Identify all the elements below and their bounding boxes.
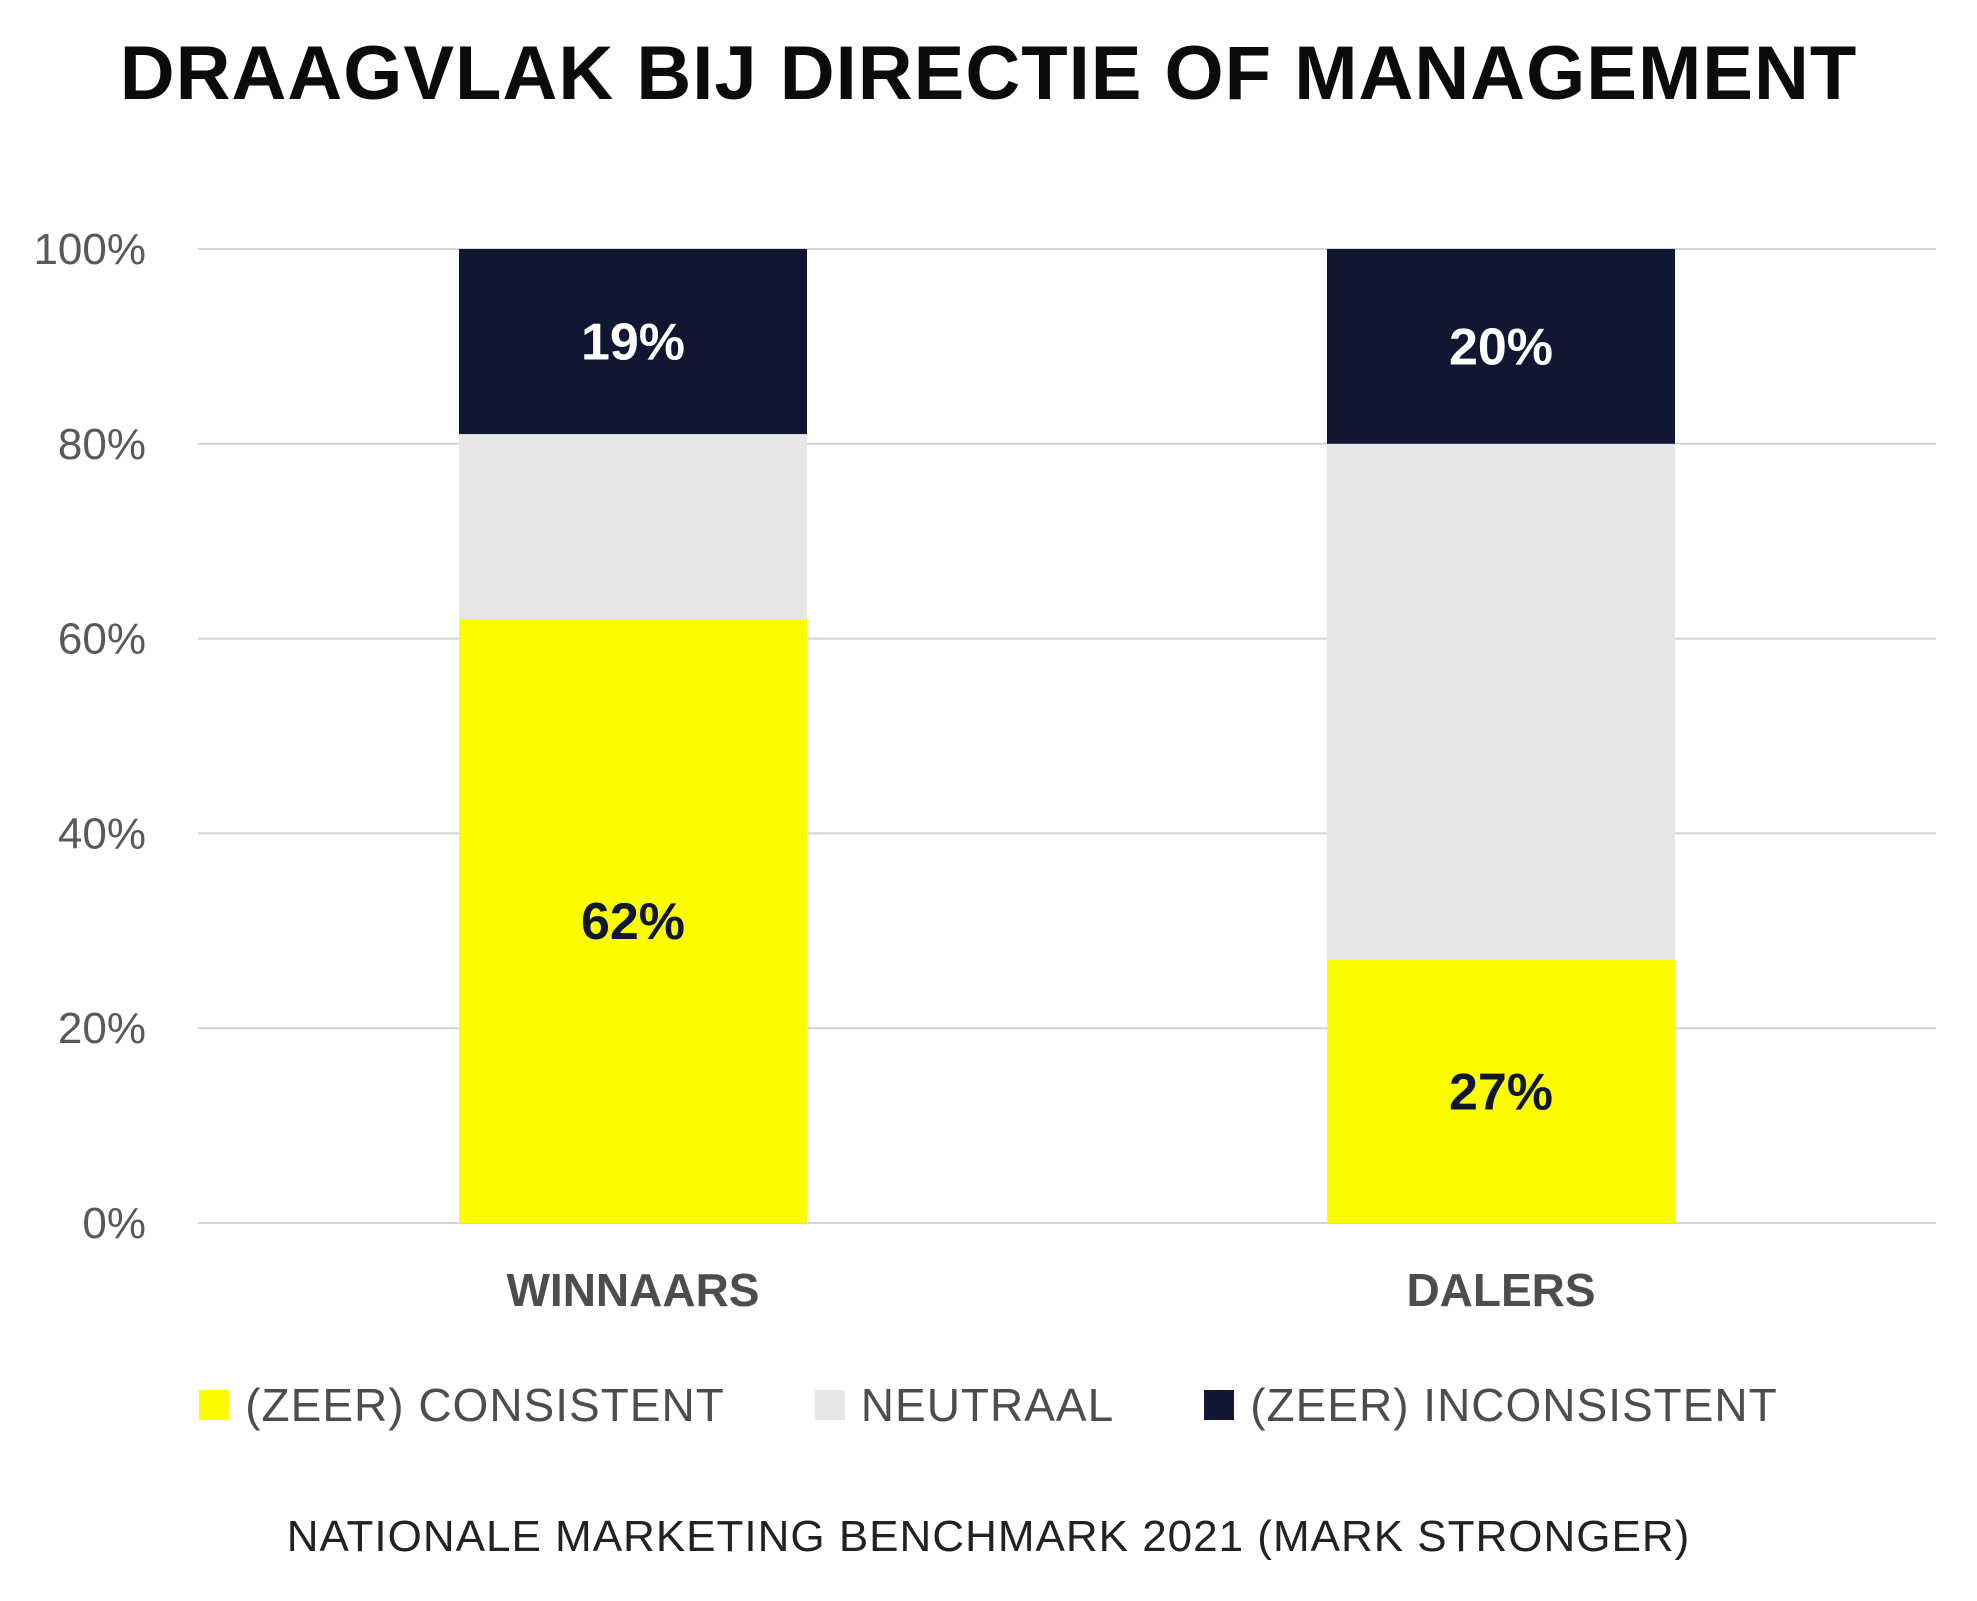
legend-label-consistent: (ZEER) CONSISTENT (245, 1379, 725, 1431)
bar-segment (1327, 960, 1675, 1223)
data-label: 20% (1449, 318, 1553, 376)
data-label: 62% (581, 893, 685, 951)
legend: (ZEER) CONSISTENT NEUTRAAL (ZEER) INCONS… (0, 1378, 1977, 1432)
y-tick-label: 60% (58, 615, 146, 664)
bar-segment (459, 249, 807, 435)
y-tick-label: 80% (58, 420, 146, 469)
data-labels: 62% 19% 27% 20% (581, 314, 1553, 1122)
source-note: NATIONALE MARKETING BENCHMARK 2021 (MARK… (286, 1512, 1691, 1561)
data-label: 27% (1449, 1064, 1553, 1122)
legend-swatch-neutraal (814, 1390, 845, 1420)
legend-label-inconsistent: (ZEER) INCONSISTENT (1250, 1379, 1778, 1431)
y-tick-label: 20% (58, 1004, 146, 1053)
y-axis-ticks: 0% 20% 40% 60% 80% 100% (33, 225, 146, 1248)
legend-swatch-consistent (199, 1390, 230, 1420)
data-label: 19% (581, 314, 685, 372)
chart-title: DRAAGVLAK BIJ DIRECTIE OF MANAGEMENT (119, 31, 1858, 116)
bar-segment (459, 619, 807, 1223)
legend-item-consistent: (ZEER) CONSISTENT (199, 1378, 725, 1432)
gridlines (198, 248, 1936, 1224)
legend-label-neutraal: NEUTRAAL (860, 1379, 1115, 1431)
bars (459, 249, 1675, 1223)
y-tick-label: 100% (33, 225, 146, 274)
legend-item-neutraal: NEUTRAAL (814, 1378, 1115, 1432)
x-axis-categories: WINNAARS DALERS (507, 1264, 1596, 1316)
bar-segment (1327, 249, 1675, 444)
bar-segment (459, 434, 807, 620)
legend-item-inconsistent: (ZEER) INCONSISTENT (1204, 1378, 1778, 1432)
legend-swatch-inconsistent (1204, 1390, 1235, 1420)
y-tick-label: 0% (82, 1199, 146, 1248)
x-category-label: WINNAARS (507, 1264, 760, 1316)
y-tick-label: 40% (58, 809, 146, 858)
x-category-label: DALERS (1406, 1264, 1595, 1316)
bar-segment (1327, 443, 1675, 961)
